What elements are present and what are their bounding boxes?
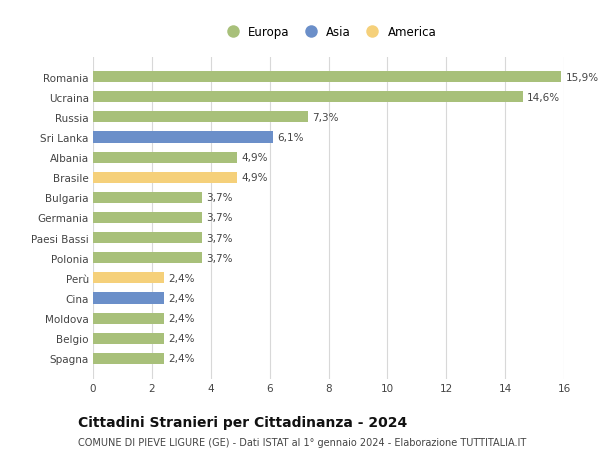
Text: 4,9%: 4,9% xyxy=(242,173,268,183)
Text: 15,9%: 15,9% xyxy=(565,73,599,83)
Bar xyxy=(93,233,202,244)
Bar xyxy=(93,132,272,143)
Bar xyxy=(93,213,202,224)
Text: 3,7%: 3,7% xyxy=(206,233,233,243)
Bar xyxy=(93,192,202,203)
Bar xyxy=(93,273,164,284)
Bar xyxy=(93,252,202,264)
Text: 6,1%: 6,1% xyxy=(277,133,304,143)
Bar xyxy=(93,152,237,163)
Text: 3,7%: 3,7% xyxy=(206,213,233,223)
Text: 14,6%: 14,6% xyxy=(527,93,560,102)
Bar xyxy=(93,72,561,83)
Bar xyxy=(93,293,164,304)
Bar xyxy=(93,112,308,123)
Text: 2,4%: 2,4% xyxy=(168,273,194,283)
Bar xyxy=(93,92,523,103)
Text: Cittadini Stranieri per Cittadinanza - 2024: Cittadini Stranieri per Cittadinanza - 2… xyxy=(78,415,407,429)
Text: COMUNE DI PIEVE LIGURE (GE) - Dati ISTAT al 1° gennaio 2024 - Elaborazione TUTTI: COMUNE DI PIEVE LIGURE (GE) - Dati ISTAT… xyxy=(78,437,526,447)
Text: 2,4%: 2,4% xyxy=(168,334,194,343)
Text: 3,7%: 3,7% xyxy=(206,193,233,203)
Text: 2,4%: 2,4% xyxy=(168,353,194,364)
Bar xyxy=(93,333,164,344)
Text: 2,4%: 2,4% xyxy=(168,293,194,303)
Bar xyxy=(93,172,237,184)
Legend: Europa, Asia, America: Europa, Asia, America xyxy=(216,22,441,44)
Bar xyxy=(93,353,164,364)
Bar xyxy=(93,313,164,324)
Text: 2,4%: 2,4% xyxy=(168,313,194,324)
Text: 3,7%: 3,7% xyxy=(206,253,233,263)
Text: 4,9%: 4,9% xyxy=(242,153,268,163)
Text: 7,3%: 7,3% xyxy=(313,112,339,123)
